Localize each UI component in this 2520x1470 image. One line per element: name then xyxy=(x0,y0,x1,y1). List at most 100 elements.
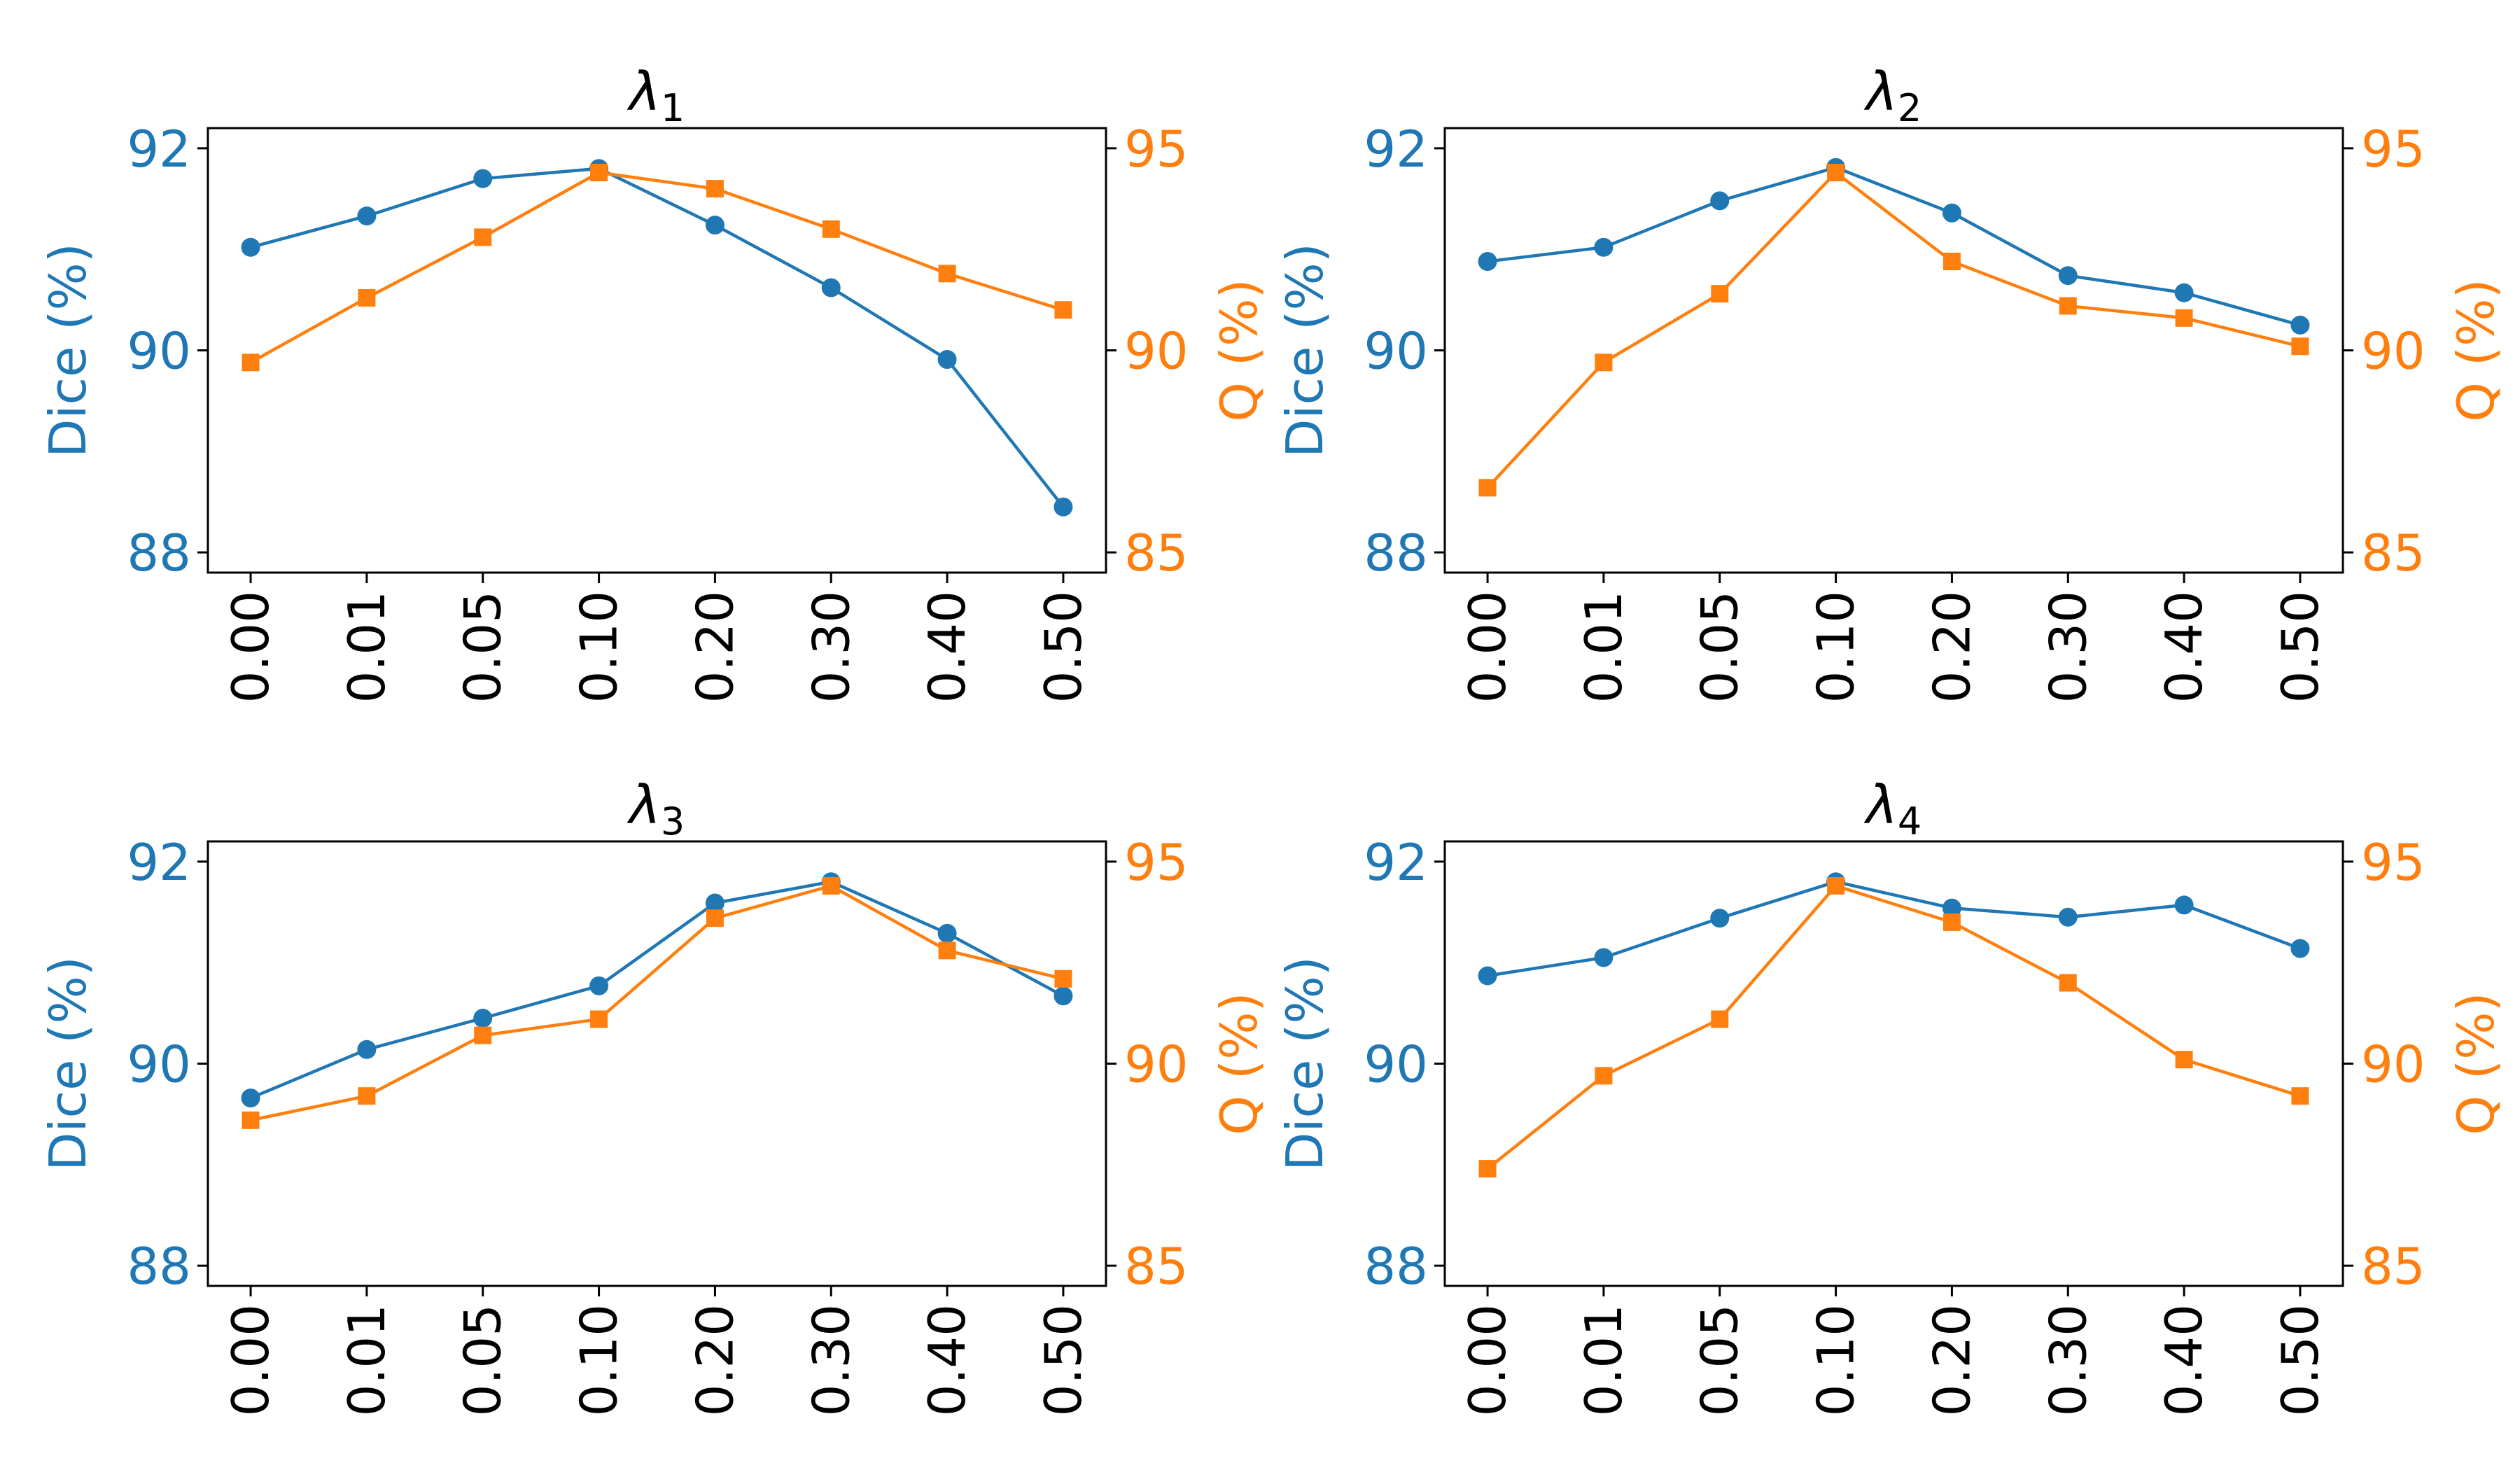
series-line-dice xyxy=(250,167,1065,508)
data-point-q xyxy=(706,180,724,198)
data-point-q xyxy=(1827,164,1845,181)
x-tick-label: 0.10 xyxy=(570,591,629,703)
data-point-dice xyxy=(473,1009,493,1028)
data-point-dice xyxy=(1054,986,1073,1006)
x-tick-label: 0.00 xyxy=(221,1304,280,1416)
y-right-tick-label: 95 xyxy=(2361,120,2426,178)
data-point-dice xyxy=(241,237,260,257)
y-right-tick-label: 90 xyxy=(1124,1035,1189,1094)
data-point-dice xyxy=(2174,283,2194,302)
data-point-dice xyxy=(1594,948,1614,967)
chart-title: λ1 xyxy=(626,60,685,130)
y-left-tick-label: 88 xyxy=(1364,1237,1428,1296)
data-point-q xyxy=(358,1087,376,1105)
y-left-tick-label: 90 xyxy=(1364,1035,1428,1094)
y-left-tick-label: 92 xyxy=(1364,833,1428,892)
data-point-q xyxy=(2291,337,2309,356)
x-tick-label: 0.20 xyxy=(1922,591,1981,703)
data-point-q xyxy=(822,220,840,238)
x-tick-label: 0.05 xyxy=(1690,591,1749,703)
series-line-dice xyxy=(1487,880,2301,978)
y-right-tick-label: 95 xyxy=(2361,833,2426,892)
y-left-axis-label: Dice (%) xyxy=(1275,956,1334,1171)
data-point-q xyxy=(590,1010,608,1028)
y-right-tick-label: 85 xyxy=(2361,524,2426,582)
data-point-q xyxy=(474,1026,492,1044)
y-left-tick-label: 92 xyxy=(127,833,191,892)
y-right-tick-label: 90 xyxy=(1124,322,1189,381)
chart-title-symbol: λ xyxy=(626,60,661,122)
data-point-dice xyxy=(1594,237,1614,257)
x-tick-label: 0.20 xyxy=(1922,1304,1981,1416)
series-line-q xyxy=(1486,171,2301,489)
x-tick-label: 0.40 xyxy=(918,591,976,703)
chart-title-symbol: λ xyxy=(1863,774,1898,836)
data-point-dice xyxy=(2058,907,2078,927)
x-tick-label: 0.50 xyxy=(2271,591,2330,703)
data-point-q xyxy=(1054,969,1072,988)
data-point-dice xyxy=(1478,966,1497,986)
data-point-dice xyxy=(2290,315,2310,335)
data-point-q xyxy=(474,228,492,246)
data-point-dice xyxy=(1942,898,1961,918)
y-right-axis-label: Q (%) xyxy=(1210,279,1268,421)
chart-title-symbol: λ xyxy=(1863,60,1898,122)
data-point-dice xyxy=(937,923,957,943)
data-point-q xyxy=(1711,285,1729,303)
series-line-q xyxy=(1486,884,2301,1170)
series-dice xyxy=(1478,872,2310,986)
x-tick-label: 0.00 xyxy=(1458,591,1517,703)
chart-panel-2: λ2 88 90 92 85 90 95 0.00 0.01 0.05 0.10 0.20 0.30 0.… xyxy=(1275,60,2505,703)
x-tick-label: 0.05 xyxy=(454,591,512,703)
series-q xyxy=(1478,164,2309,497)
data-point-dice xyxy=(1478,252,1497,271)
chart-title-subscript: 1 xyxy=(661,86,685,130)
y-right-tick-label: 85 xyxy=(1124,524,1189,582)
data-point-q xyxy=(2059,974,2077,992)
data-point-dice xyxy=(2290,939,2310,958)
plot-frame xyxy=(1443,127,2344,574)
series-dice xyxy=(241,159,1073,517)
series-q xyxy=(241,877,1072,1129)
data-point-dice xyxy=(705,893,724,913)
x-tick-label: 0.30 xyxy=(802,591,860,703)
y-right-axis-label: Q (%) xyxy=(2446,992,2505,1135)
x-tick-label: 0.50 xyxy=(1034,591,1093,703)
y-left-axis-label: Dice (%) xyxy=(38,243,97,458)
series-line-dice xyxy=(250,880,1064,1100)
data-point-q xyxy=(938,941,956,960)
data-point-q xyxy=(358,288,376,307)
data-point-q xyxy=(938,265,956,283)
chart-title: λ4 xyxy=(1863,774,1921,844)
x-tick-label: 0.30 xyxy=(2038,1304,2097,1416)
x-tick-label: 0.20 xyxy=(685,1304,744,1416)
chart-title: λ3 xyxy=(626,774,685,844)
series-line-q xyxy=(250,171,1064,364)
data-point-dice xyxy=(1054,497,1073,517)
data-point-q xyxy=(1942,253,1961,270)
x-tick-label: 0.50 xyxy=(2271,1304,2330,1416)
data-point-q xyxy=(1711,1010,1729,1028)
y-left-tick-label: 90 xyxy=(127,1035,191,1094)
data-point-q xyxy=(241,1111,260,1129)
data-point-q xyxy=(706,909,724,927)
series-line-q xyxy=(250,884,1064,1122)
series-q xyxy=(1478,877,2309,1178)
y-left-axis-label: Dice (%) xyxy=(1275,243,1334,458)
data-point-dice xyxy=(705,216,724,235)
chart-panel-4: λ4 88 90 92 85 90 95 0.00 0.01 0.05 0.10 0.20 0.30 0.… xyxy=(1275,774,2505,1416)
y-left-tick-label: 90 xyxy=(1364,322,1428,381)
x-tick-label: 0.00 xyxy=(1458,1304,1517,1416)
x-tick-label: 0.40 xyxy=(918,1304,976,1416)
data-point-q xyxy=(1595,1067,1613,1085)
data-point-dice xyxy=(473,169,493,188)
data-point-dice xyxy=(589,976,609,995)
data-point-q xyxy=(1942,913,1961,931)
y-right-tick-label: 90 xyxy=(2361,322,2426,381)
chart-title: λ2 xyxy=(1863,60,1921,130)
data-point-dice xyxy=(821,278,841,298)
data-point-dice xyxy=(357,206,377,226)
x-tick-label: 0.00 xyxy=(221,591,280,703)
series-dice xyxy=(241,872,1073,1108)
